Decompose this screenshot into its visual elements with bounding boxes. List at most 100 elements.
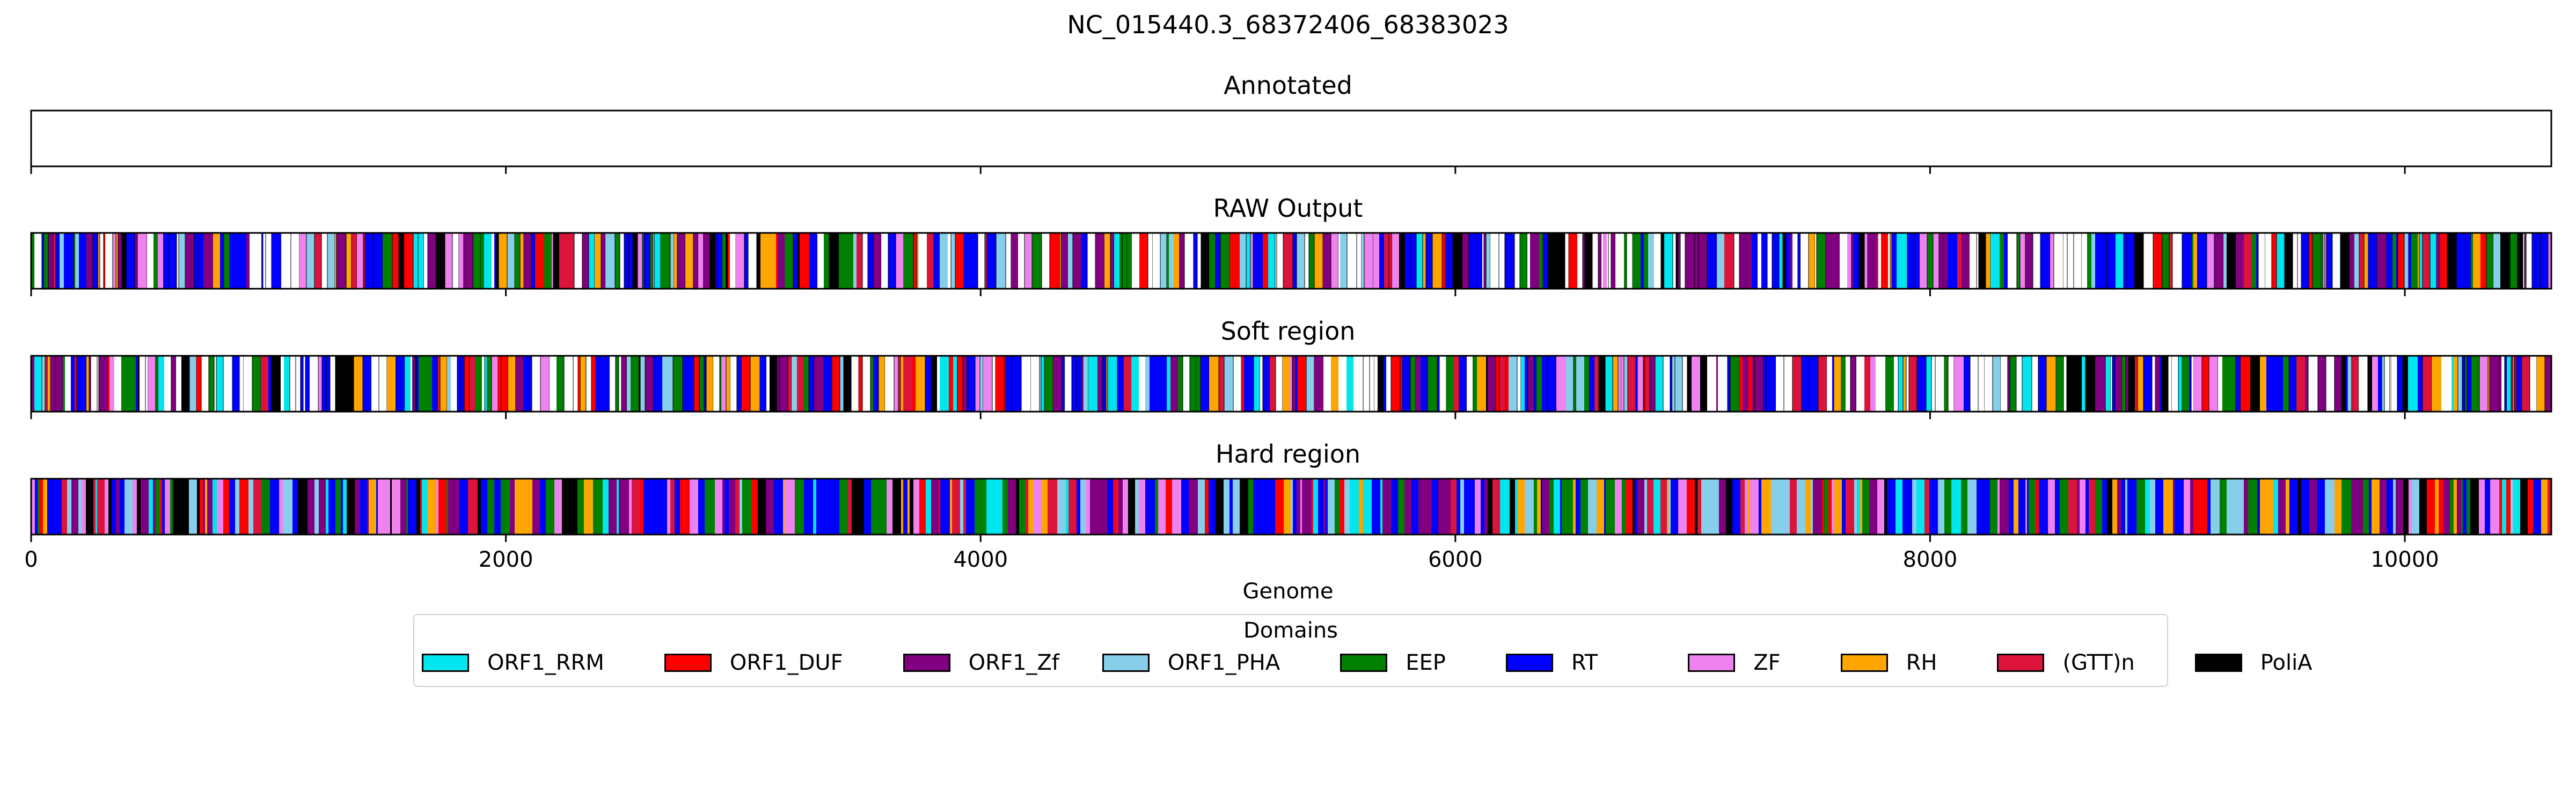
domain-segment <box>164 356 171 412</box>
domain-segment <box>699 355 705 412</box>
domain-segment <box>797 233 800 289</box>
domain-segment <box>1906 355 1909 412</box>
domain-segment <box>629 479 632 535</box>
domain-segment <box>1477 356 1486 412</box>
domain-segment <box>2155 356 2160 412</box>
domain-segment <box>987 233 996 289</box>
domain-segment <box>1313 479 1318 535</box>
domain-segment <box>1660 479 1667 535</box>
domain-segment <box>2412 479 2419 535</box>
domain-segment <box>515 233 520 289</box>
domain-segment <box>2520 479 2528 535</box>
domain-segment <box>153 233 158 289</box>
domain-segment <box>788 479 795 535</box>
domain-segment <box>1384 233 1389 289</box>
domain-segment <box>460 355 465 412</box>
domain-segment <box>1201 233 1209 289</box>
domain-segment <box>770 356 777 412</box>
domain-segment <box>940 233 948 289</box>
domain-segment <box>2135 356 2138 412</box>
domain-segment <box>1170 356 1178 412</box>
domain-segment <box>2292 232 2298 289</box>
domain-segment <box>649 232 653 289</box>
domain-segment <box>1888 233 1890 289</box>
domain-segment <box>2435 479 2439 535</box>
domain-segment <box>1556 356 1562 412</box>
domain-segment <box>2035 479 2039 535</box>
domain-segment <box>2214 232 2224 289</box>
domain-segment <box>447 356 451 412</box>
domain-segment <box>2018 479 2025 535</box>
domain-segment <box>1668 479 1671 535</box>
domain-segment <box>591 355 596 412</box>
domain-segment <box>136 356 138 412</box>
domain-segment <box>1824 479 1828 535</box>
domain-segment <box>1076 355 1082 412</box>
domain-segment <box>1536 356 1542 412</box>
domain-segment <box>2193 479 2202 535</box>
domain-segment <box>343 479 347 535</box>
domain-segment <box>1758 233 1761 289</box>
domain-segment <box>1678 479 1687 535</box>
domain-segment <box>2163 479 2173 535</box>
domain-segment <box>498 232 508 289</box>
domain-segment <box>685 233 693 289</box>
domain-segment <box>2008 233 2017 289</box>
domain-segment <box>1717 233 1724 289</box>
domain-segment <box>1944 479 1951 535</box>
domain-segment <box>1626 479 1633 535</box>
domain-segment <box>178 232 186 289</box>
domain-segment <box>427 232 436 289</box>
domain-segment <box>1323 356 1331 412</box>
domain-segment <box>639 356 640 412</box>
domain-segment <box>2082 356 2085 412</box>
domain-segment <box>1391 355 1401 412</box>
domain-segment <box>424 233 428 289</box>
domain-segment <box>2326 232 2333 289</box>
track-2: RAW Output <box>30 194 2552 296</box>
domain-segment <box>1428 479 1430 535</box>
domain-segment <box>680 479 690 535</box>
domain-segment <box>1698 232 1708 289</box>
domain-segment <box>1877 233 1878 289</box>
domain-segment <box>593 479 603 535</box>
domain-segment <box>1209 233 1215 289</box>
domain-segment <box>165 479 170 535</box>
domain-segment <box>2418 356 2423 412</box>
domain-segment <box>1856 356 1864 412</box>
domain-segment <box>2063 233 2067 289</box>
domain-segment <box>2301 479 2309 535</box>
domain-segment <box>284 356 290 412</box>
domain-segment <box>652 479 658 535</box>
domain-segment <box>916 356 925 412</box>
domain-segment <box>1080 479 1086 535</box>
domain-segment <box>894 355 899 412</box>
domain-segment <box>459 233 464 289</box>
domain-segment <box>353 355 363 412</box>
domain-segment <box>1542 479 1549 535</box>
domain-segment <box>1974 233 1977 289</box>
domain-segment <box>201 355 209 412</box>
domain-segment <box>940 479 950 535</box>
domain-segment <box>116 479 120 535</box>
domain-segment <box>2382 479 2387 535</box>
domain-segment <box>952 479 960 535</box>
domain-segment <box>584 479 593 535</box>
domain-segment <box>2457 479 2461 535</box>
domain-segment <box>372 232 383 289</box>
domain-segment <box>1618 355 1622 412</box>
domain-segment <box>48 232 54 289</box>
domain-segment <box>499 479 501 535</box>
domain-segment <box>112 479 116 535</box>
domain-segment <box>1270 356 1276 412</box>
domain-segment <box>216 355 224 412</box>
domain-segment <box>1262 479 1269 535</box>
domain-segment <box>2027 479 2029 535</box>
domain-segment <box>1801 233 1809 289</box>
domain-segment <box>75 233 79 289</box>
domain-segment <box>1353 356 1363 412</box>
domain-segment <box>2308 232 2313 289</box>
domain-segment <box>1158 479 1166 535</box>
domain-segment <box>672 355 683 412</box>
domain-segment <box>1577 233 1583 289</box>
